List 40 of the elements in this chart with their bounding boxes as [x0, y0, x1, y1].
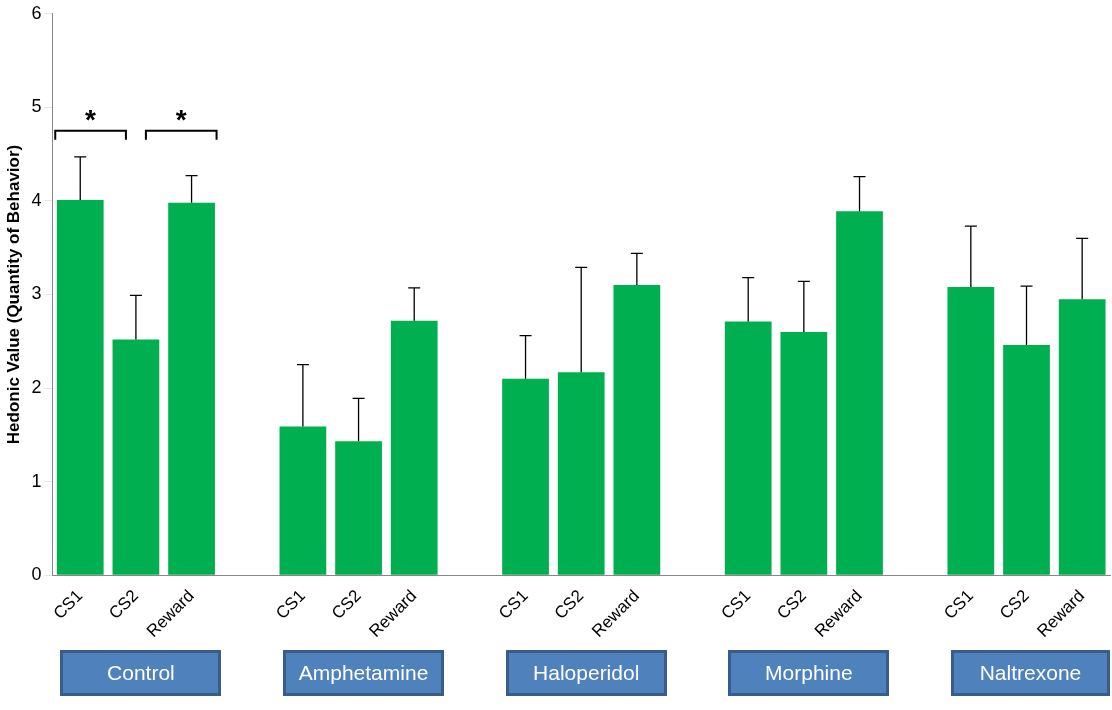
- y-tick-label: 6: [31, 2, 42, 23]
- y-tick-label: 0: [31, 564, 42, 585]
- text: Haloperidol: [505, 650, 667, 696]
- bar: [947, 286, 995, 575]
- bar: [1003, 345, 1050, 575]
- y-tick-label: 4: [31, 189, 42, 210]
- bar: [168, 202, 215, 575]
- y-tick-label: 5: [31, 96, 42, 117]
- x-tick-label: CS2: [550, 586, 588, 623]
- x-tick-label: CS1: [494, 586, 532, 623]
- bar: [279, 426, 327, 575]
- bar: [1058, 299, 1106, 575]
- text: Control: [60, 650, 222, 696]
- text: Morphine: [728, 650, 890, 696]
- bar: [502, 378, 549, 575]
- y-tick-label: 3: [31, 283, 42, 304]
- bar: [335, 441, 382, 575]
- y-tick-label: 1: [31, 470, 42, 491]
- annotation: *: [175, 103, 187, 135]
- text: Naltrexone: [951, 650, 1110, 696]
- bar: [724, 321, 772, 575]
- bar: [613, 285, 661, 575]
- bar: [557, 372, 605, 575]
- bar: [780, 331, 828, 575]
- x-tick-label: CS1: [717, 586, 755, 623]
- x-tick-label: CS2: [995, 586, 1033, 623]
- y-tick-label: 2: [31, 377, 42, 397]
- x-tick-label: CS1: [940, 586, 977, 623]
- x-tick-label: CS1: [272, 586, 310, 623]
- x-tick-label: CS2: [105, 586, 143, 623]
- bar: [56, 199, 104, 575]
- bar: [836, 211, 883, 575]
- x-tick-label: CS2: [327, 586, 365, 623]
- x-tick-label: CS1: [49, 586, 87, 623]
- bar: [390, 320, 438, 575]
- x-tick-label: CS2: [773, 586, 810, 623]
- annotation: *: [85, 103, 97, 135]
- y-axis-title: Hedonic Value (Quantity of Behavior): [3, 144, 23, 445]
- bar: [112, 339, 160, 575]
- text: Amphetamine: [283, 650, 445, 696]
